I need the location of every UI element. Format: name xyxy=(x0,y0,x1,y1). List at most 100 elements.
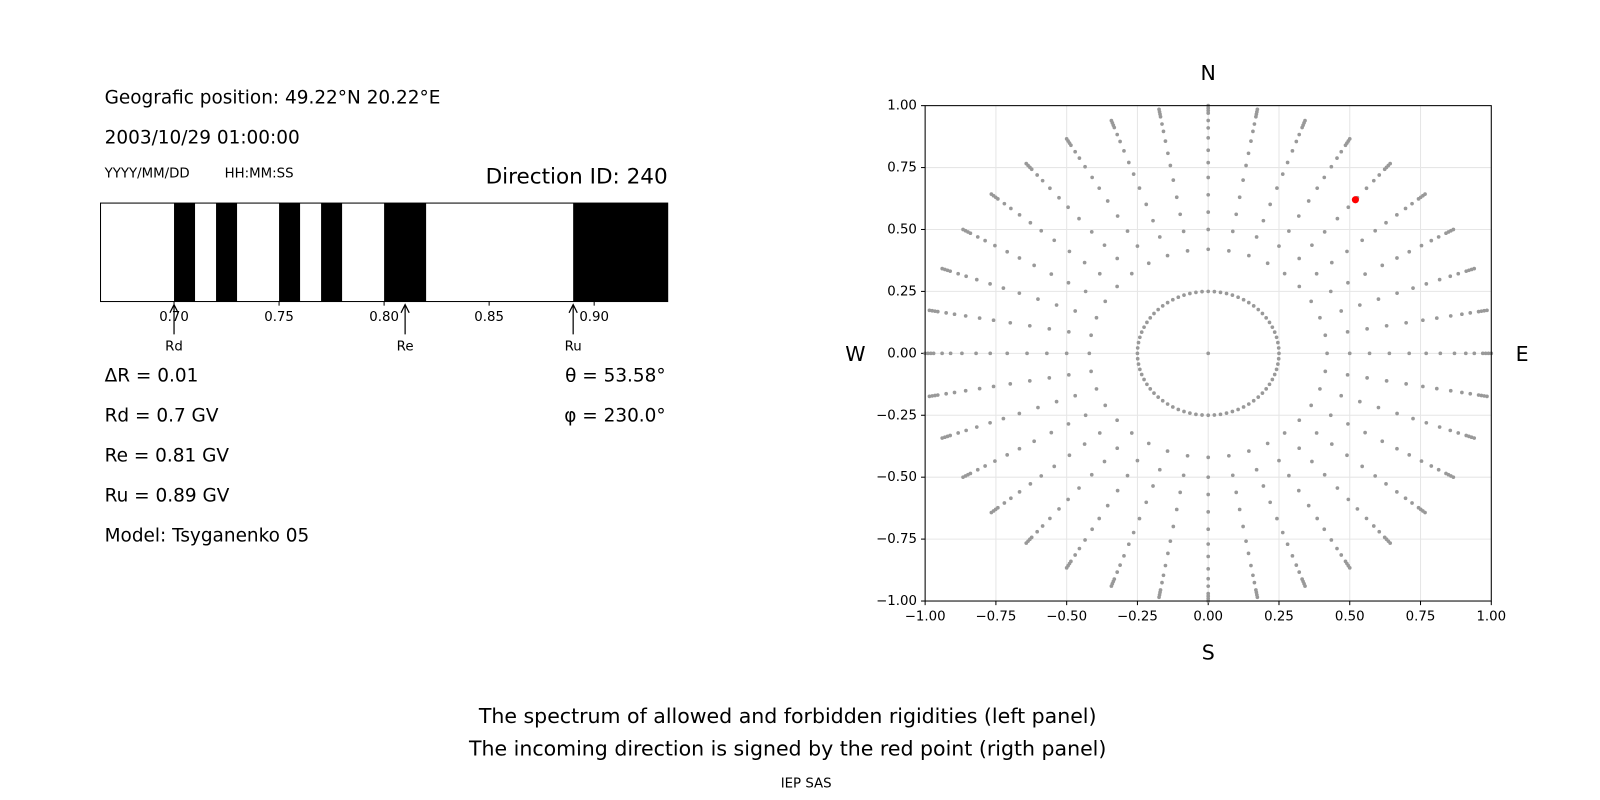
datetime: 2003/10/29 01:00:00 xyxy=(105,127,300,148)
direction-dot xyxy=(1277,458,1281,463)
direction-dot xyxy=(1363,430,1367,435)
direction-dot xyxy=(1256,395,1261,399)
direction-dot xyxy=(1049,272,1054,276)
direction-dot xyxy=(1097,516,1102,521)
direction-dot xyxy=(1355,507,1360,511)
direction-dot xyxy=(1174,195,1179,200)
direction-dot xyxy=(1314,271,1319,276)
direction-dot xyxy=(1137,516,1142,521)
phi: φ = 230.0° xyxy=(564,405,665,426)
direction-dot xyxy=(1315,186,1320,191)
direction-dot xyxy=(1008,320,1013,325)
direction-dot xyxy=(940,266,945,271)
delta-r: ΔR = 0.01 xyxy=(105,365,199,386)
direction-dot xyxy=(1403,206,1408,211)
direction-dot xyxy=(1252,122,1257,126)
direction-dot xyxy=(1008,382,1013,386)
direction-dot xyxy=(1452,351,1457,356)
direction-dot xyxy=(1363,272,1367,276)
direction-dot xyxy=(1200,289,1204,294)
direction-dot xyxy=(1077,486,1081,490)
marker-label: Re xyxy=(397,340,414,355)
direction-dot xyxy=(1260,311,1265,316)
direction-dot xyxy=(1339,149,1344,154)
direction-dot xyxy=(1373,228,1378,233)
direction-dot xyxy=(1407,453,1412,457)
x-tick-label: 0.25 xyxy=(1264,609,1294,624)
direction-dot xyxy=(1052,464,1057,469)
direction-dot xyxy=(1105,199,1110,203)
direction-dot xyxy=(1297,418,1302,423)
direction-dot xyxy=(1314,431,1319,435)
direction-dot xyxy=(1122,553,1126,558)
direction-dot xyxy=(1148,387,1153,391)
direction-dot xyxy=(1234,490,1239,495)
direction-dot xyxy=(1206,455,1211,460)
direction-dot xyxy=(991,384,996,389)
direction-dot xyxy=(1157,467,1162,472)
direction-dot xyxy=(1346,497,1351,502)
direction-dot xyxy=(1249,139,1253,143)
x-tick-label: 1.00 xyxy=(1476,609,1506,624)
direction-dot xyxy=(1135,458,1140,463)
direction-dot xyxy=(1097,271,1102,276)
direction-dot xyxy=(1424,420,1429,425)
direction-dot xyxy=(1395,256,1399,260)
direction-dot xyxy=(1424,282,1429,286)
direction-dot xyxy=(1094,387,1099,391)
direction-dot xyxy=(1148,315,1153,320)
direction-dot xyxy=(1182,409,1186,414)
direction-dot xyxy=(1102,459,1107,464)
direction-dot xyxy=(1027,379,1032,383)
direction-dot xyxy=(1087,351,1092,356)
direction-dot xyxy=(1485,308,1489,313)
direction-dot xyxy=(1346,205,1351,210)
y-tick-label: −1.00 xyxy=(876,594,917,609)
direction-dot xyxy=(1077,546,1082,551)
direction-dot xyxy=(1261,484,1266,488)
direction-dot xyxy=(1206,227,1211,232)
direction-dot xyxy=(1227,453,1231,458)
direction-dot xyxy=(1236,407,1240,412)
direction-dot xyxy=(1064,136,1069,141)
direction-dot xyxy=(1310,459,1314,464)
direction-dot xyxy=(1411,416,1415,421)
direction-dot xyxy=(1297,132,1302,137)
direction-dot xyxy=(1345,329,1350,334)
direction-dot xyxy=(1206,118,1211,123)
direction-dot xyxy=(1163,139,1168,143)
direction-dot xyxy=(963,314,968,318)
direction-dot xyxy=(1264,387,1269,391)
direction-dot xyxy=(1082,260,1087,265)
direction-dot xyxy=(1102,243,1107,248)
direction-dot xyxy=(1206,584,1211,589)
direction-dot xyxy=(1479,309,1484,314)
direction-dot xyxy=(1371,524,1376,528)
direction-dot xyxy=(1329,538,1334,542)
direction-dot xyxy=(1285,160,1290,165)
direction-dot xyxy=(1472,266,1477,271)
direction-dot xyxy=(1241,524,1245,529)
direction-dot xyxy=(1073,553,1078,557)
direction-dot xyxy=(1181,473,1186,478)
direction-dot xyxy=(1151,484,1155,488)
direction-dot xyxy=(1176,407,1181,412)
x-tick-label: −0.75 xyxy=(975,609,1016,624)
direction-dot xyxy=(974,277,979,282)
direction-dot xyxy=(1407,351,1412,356)
direction-dot xyxy=(1388,541,1393,545)
direction-dot xyxy=(1152,391,1156,395)
direction-dot xyxy=(1165,449,1170,453)
direction-dot xyxy=(1282,271,1287,276)
direction-dot xyxy=(1436,235,1441,239)
direction-dot xyxy=(1118,563,1122,567)
direction-dot xyxy=(1090,527,1094,532)
direction-dot xyxy=(1126,160,1131,165)
direction-dot xyxy=(1282,431,1287,435)
direction-dot xyxy=(930,394,935,398)
direction-dot xyxy=(1297,570,1302,574)
direction-dot xyxy=(1365,326,1369,331)
direction-dot xyxy=(1303,584,1307,588)
direction-dot xyxy=(933,393,937,398)
direction-dot xyxy=(1163,563,1168,568)
